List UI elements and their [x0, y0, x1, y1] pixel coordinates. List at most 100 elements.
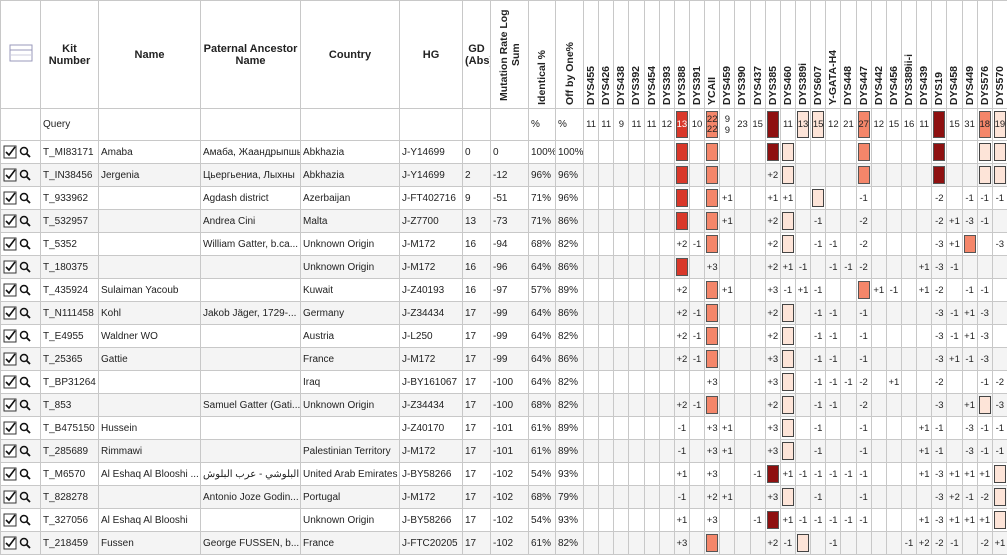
- cell-text: 96%: [558, 193, 578, 204]
- row-cell: 0: [491, 141, 529, 164]
- icon-cell: [1, 233, 41, 256]
- cell-text: J-Z34434: [402, 400, 444, 411]
- row-cell: 17: [463, 532, 491, 555]
- row-controls[interactable]: [3, 304, 37, 322]
- marker-cell: [644, 302, 659, 325]
- marker-value: +1: [722, 285, 733, 296]
- row-controls[interactable]: [3, 373, 37, 391]
- marker-cell: [886, 440, 901, 463]
- row-controls[interactable]: [3, 442, 37, 460]
- cell-text: J-M172: [402, 492, 435, 503]
- marker-value: -2: [935, 538, 943, 549]
- row-controls[interactable]: [3, 212, 37, 230]
- marker-value: -2: [859, 400, 867, 411]
- marker-cell: [735, 348, 750, 371]
- marker-value: -1: [859, 515, 867, 526]
- icon-cell: [1, 486, 41, 509]
- cell-text: -102: [493, 469, 513, 480]
- marker-highlight: [676, 166, 688, 184]
- row-controls[interactable]: [3, 419, 37, 437]
- marker-highlight: [812, 189, 824, 207]
- marker-cell: [992, 348, 1007, 371]
- row-cell: 17: [463, 371, 491, 394]
- row-cell: 68%: [529, 486, 556, 509]
- row-cell: J-BY161067: [400, 371, 463, 394]
- row-controls[interactable]: [3, 488, 37, 506]
- marker-cell: [735, 210, 750, 233]
- marker-cell: [977, 141, 992, 164]
- marker-cell: +2: [765, 164, 780, 187]
- marker-cell: +3: [765, 486, 780, 509]
- marker-name: DYS458: [948, 62, 960, 105]
- row-controls[interactable]: [3, 511, 37, 529]
- row-cell: 13: [463, 210, 491, 233]
- row-cell: J-L250: [400, 325, 463, 348]
- marker-cell: [584, 509, 599, 532]
- row-controls[interactable]: [3, 465, 37, 483]
- row-cell: Al Eshaq Al Blooshi: [99, 509, 201, 532]
- row-controls[interactable]: [3, 235, 37, 253]
- marker-cell: [735, 141, 750, 164]
- row-cell: T_5352: [41, 233, 99, 256]
- marker-value: +1: [676, 469, 687, 480]
- row-cell: Fussen: [99, 532, 201, 555]
- marker-cell: [599, 279, 614, 302]
- marker-cell: -3: [932, 348, 947, 371]
- row-controls[interactable]: [3, 396, 37, 414]
- marker-cell: [901, 256, 916, 279]
- marker-cell: -1: [886, 279, 901, 302]
- marker-cell: [584, 256, 599, 279]
- cell-text: T_BP31264: [43, 377, 96, 388]
- row-controls[interactable]: [3, 258, 37, 276]
- marker-value: +1: [964, 331, 975, 342]
- marker-cell: -1: [689, 325, 704, 348]
- marker-cell: [795, 394, 810, 417]
- marker-cell: 31: [962, 109, 977, 141]
- row-controls[interactable]: [3, 143, 37, 161]
- icon-cell: [1, 371, 41, 394]
- marker-highlight: 13: [676, 111, 688, 138]
- header-text: HG: [423, 49, 440, 61]
- marker-cell: [584, 486, 599, 509]
- row-cell: 82%: [556, 394, 584, 417]
- marker-value: -1: [859, 469, 867, 480]
- marker-highlight: [994, 166, 1006, 184]
- row-controls[interactable]: [3, 350, 37, 368]
- row-controls[interactable]: [3, 189, 37, 207]
- cell-text: J-FTC20205: [402, 538, 458, 549]
- cell-text: 17: [465, 400, 476, 411]
- row-controls[interactable]: [3, 166, 37, 184]
- cell-text: 16: [465, 239, 476, 250]
- cell-text: Abkhazia: [303, 170, 344, 181]
- row-cell: T_MI83171: [41, 141, 99, 164]
- marker-value: -1: [844, 377, 852, 388]
- marker-cell: -1: [826, 532, 841, 555]
- cell-text: 68%: [531, 492, 551, 503]
- row-cell: 71%: [529, 187, 556, 210]
- row-controls[interactable]: [3, 534, 37, 552]
- row-controls[interactable]: [3, 327, 37, 345]
- row-controls[interactable]: [3, 281, 37, 299]
- marker-cell: [614, 394, 629, 417]
- icon-cell: [1, 302, 41, 325]
- row-cell: 17: [463, 509, 491, 532]
- marker-value: -1: [829, 331, 837, 342]
- marker-cell: [977, 233, 992, 256]
- marker-cell: [584, 233, 599, 256]
- row-cell: حاق البلوشي - عرب البلوش: [201, 463, 301, 486]
- marker-value: -1: [829, 515, 837, 526]
- marker-cell: 11: [629, 109, 644, 141]
- marker-cell: [659, 371, 674, 394]
- cell-text: حاق البلوشي - عرب البلوش: [203, 469, 301, 480]
- row-cell: Abkhazia: [301, 164, 400, 187]
- row-cell: Palestinian Territory: [301, 440, 400, 463]
- marker-value: +3: [707, 377, 718, 388]
- marker-cell: [584, 141, 599, 164]
- marker-cell: [644, 279, 659, 302]
- marker-cell: -1: [856, 302, 871, 325]
